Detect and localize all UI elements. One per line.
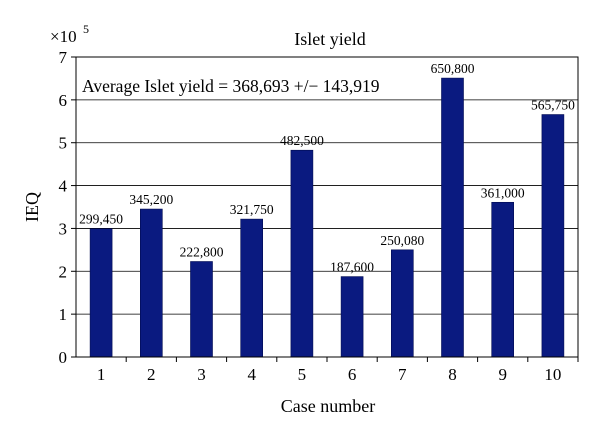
- y-tick-label: 4: [59, 177, 68, 196]
- bar: [140, 208, 163, 358]
- data-label: 222,800: [180, 245, 224, 260]
- x-tick-label: 1: [97, 365, 106, 384]
- data-label: 565,750: [531, 98, 575, 113]
- bar: [390, 249, 414, 358]
- y-axis-ticks: 0 1 2 3 4 5 6 7: [59, 48, 76, 367]
- bar: [190, 261, 213, 358]
- y-tick-label: 5: [59, 134, 68, 153]
- data-labels: 299,450 345,200 222,800 321,750 482,500 187,6…: [79, 61, 575, 275]
- x-tick-label: 6: [348, 365, 357, 384]
- y-tick-label: 2: [59, 262, 68, 281]
- x-tick-label: 8: [448, 365, 457, 384]
- bar: [240, 218, 263, 358]
- bar: [89, 228, 113, 358]
- y-tick-label: 7: [59, 48, 68, 67]
- y-axis-multiplier: ×10: [50, 27, 77, 46]
- x-tick-label: 5: [298, 365, 307, 384]
- bars: [89, 77, 565, 358]
- average-annotation: Average Islet yield = 368,693 +/− 143,91…: [82, 76, 380, 96]
- x-tick-label: 10: [544, 365, 561, 384]
- bar: [340, 276, 364, 358]
- x-tick-label: 9: [498, 365, 507, 384]
- data-label: 361,000: [481, 185, 525, 200]
- data-label: 345,200: [129, 192, 173, 207]
- data-label: 250,080: [380, 233, 424, 248]
- data-label: 187,600: [330, 260, 374, 275]
- x-tick-label: 2: [147, 365, 156, 384]
- bar: [441, 77, 464, 358]
- data-label: 321,750: [230, 202, 274, 217]
- y-tick-label: 1: [59, 305, 68, 324]
- bar: [491, 201, 515, 358]
- plot-frame: [75, 56, 579, 358]
- chart-title: Islet yield: [294, 29, 365, 49]
- x-tick-label: 7: [398, 365, 407, 384]
- data-label: 650,800: [431, 61, 475, 76]
- x-tick-label: 3: [197, 365, 206, 384]
- bar: [541, 114, 565, 358]
- y-tick-label: 3: [59, 219, 68, 238]
- data-label: 482,500: [280, 133, 324, 148]
- y-axis-label: IEQ: [22, 192, 42, 222]
- bar: [290, 149, 314, 358]
- y-axis-multiplier-exponent: 5: [83, 22, 89, 36]
- x-axis-ticks: 1 2 3 4 5 6 7 8 9 10: [97, 357, 579, 384]
- y-tick-label: 0: [59, 348, 68, 367]
- x-axis-label: Case number: [281, 396, 375, 416]
- data-label: 299,450: [79, 212, 123, 227]
- y-tick-label: 6: [59, 91, 68, 110]
- x-tick-label: 4: [247, 365, 256, 384]
